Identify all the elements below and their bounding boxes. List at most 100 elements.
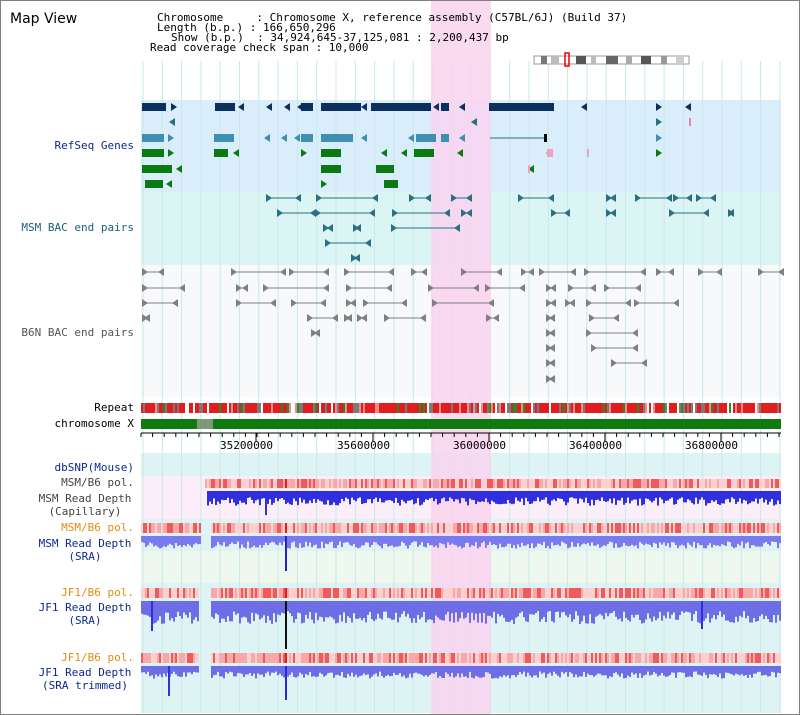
polymorphism-mark [379, 479, 381, 488]
polymorphism-mark [339, 523, 341, 533]
polymorphism-mark [651, 523, 653, 533]
polymorphism-mark [487, 479, 489, 488]
depth-bar [439, 491, 441, 504]
depth-bar [685, 666, 687, 678]
depth-bar [605, 601, 607, 613]
polymorphism-mark [551, 653, 553, 663]
polymorphism-mark [199, 523, 201, 533]
gene-block [321, 103, 361, 111]
repeat-mark [441, 403, 443, 413]
gene-arrow [307, 314, 313, 322]
depth-bar [481, 601, 483, 623]
polymorphism-mark [247, 588, 249, 598]
polymorphism-mark [257, 479, 259, 488]
polymorphism-mark [305, 588, 307, 598]
depth-bar [189, 601, 191, 613]
depth-bar [359, 536, 361, 548]
depth-bar [251, 491, 253, 500]
polymorphism-mark [503, 653, 505, 663]
polymorphism-mark [757, 588, 759, 598]
polymorphism-mark [469, 653, 471, 663]
depth-bar [145, 666, 147, 674]
polymorphism-mark [407, 523, 409, 533]
gene-arrow [459, 103, 465, 111]
depth-bar [299, 491, 301, 498]
polymorphism-mark [497, 479, 499, 488]
depth-bar [337, 666, 339, 675]
polymorphism-mark [541, 479, 543, 488]
polymorphism-mark [645, 479, 647, 488]
depth-bar [411, 601, 413, 623]
gene-arrow [586, 329, 592, 337]
depth-bar [725, 536, 727, 546]
depth-bar [599, 666, 601, 674]
polymorphism-mark [443, 523, 445, 533]
repeat-mark [457, 403, 459, 413]
polymorphism-mark [611, 479, 613, 488]
polymorphism-mark [431, 653, 433, 663]
depth-bar [541, 666, 543, 674]
depth-bar [519, 601, 521, 614]
depth-bar [159, 601, 161, 617]
depth-bar [147, 601, 149, 616]
depth-bar [459, 491, 461, 504]
repeat-mark [485, 403, 487, 413]
polymorphism-mark [423, 479, 425, 488]
repeat-mark [489, 403, 491, 413]
polymorphism-mark [429, 653, 431, 663]
depth-bar [545, 491, 547, 498]
polymorphism-mark [323, 588, 325, 598]
polymorphism-mark [615, 588, 617, 598]
polymorphism-mark [721, 653, 723, 663]
depth-bar [665, 601, 667, 619]
polymorphism-mark [643, 523, 645, 533]
polymorphism-mark [239, 523, 241, 533]
depth-bar [433, 666, 435, 674]
depth-bar [403, 601, 405, 612]
depth-bar [759, 536, 761, 547]
polymorphism-mark [427, 479, 429, 488]
gene-arrow [703, 209, 709, 217]
repeat-mark [511, 403, 513, 413]
polymorphism-mark [753, 523, 755, 533]
depth-bar [687, 536, 689, 543]
depth-bar [171, 666, 173, 674]
polymorphism-mark [583, 479, 585, 488]
polymorphism-mark [685, 588, 687, 598]
polymorphism-mark [295, 588, 297, 598]
repeat-mark [685, 403, 687, 413]
depth-bar [735, 601, 737, 617]
depth-bar [343, 666, 345, 678]
polymorphism-mark [729, 523, 731, 533]
polymorphism-mark [687, 588, 689, 598]
polymorphism-mark [733, 479, 735, 488]
depth-bar [679, 601, 681, 616]
polymorphism-mark [743, 523, 745, 533]
depth-bar [345, 666, 347, 678]
polymorphism-mark [627, 523, 629, 533]
repeat-mark [641, 403, 643, 413]
polymorphism-mark [763, 653, 765, 663]
polymorphism-mark [567, 523, 569, 533]
polymorphism-mark [627, 588, 629, 598]
depth-bar [181, 666, 183, 677]
depth-bar [341, 601, 343, 622]
depth-bar [361, 666, 363, 676]
repeat-mark [297, 403, 299, 413]
depth-bar [707, 491, 709, 504]
repeat-mark [213, 403, 215, 413]
depth-bar [669, 536, 671, 548]
depth-bar [497, 601, 499, 614]
depth-bar [243, 491, 245, 503]
polymorphism-mark [633, 523, 635, 533]
depth-bar [759, 491, 761, 499]
depth-bar [243, 536, 245, 548]
depth-bar [385, 601, 387, 612]
depth-bar [239, 536, 241, 549]
repeat-mark [355, 403, 357, 413]
polymorphism-mark [189, 523, 191, 533]
polymorphism-mark [249, 653, 251, 663]
depth-bar [719, 491, 721, 505]
polymorphism-mark [653, 479, 655, 488]
